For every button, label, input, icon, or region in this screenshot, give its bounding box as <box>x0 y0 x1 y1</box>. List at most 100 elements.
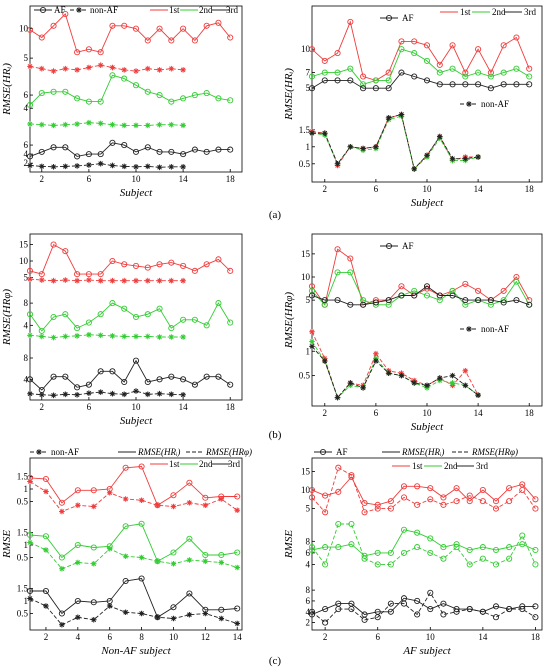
b-left-band1-series0-point-11 <box>156 305 163 312</box>
c-right-band2-series0-point-14 <box>492 603 500 610</box>
b-right-band1-series2-point-1 <box>321 358 328 364</box>
c-right-legend-1st-label: 1st <box>412 461 423 471</box>
b-right-band0-series1-point-12 <box>462 301 469 308</box>
a-right-band0-series2-point-2 <box>334 77 341 84</box>
a-left-band2-series1-point-13 <box>180 164 186 170</box>
caption-c: (c) <box>269 655 282 667</box>
b-left-band1-series1-point-8 <box>121 333 128 340</box>
c-right-band0-series0-line <box>311 476 536 506</box>
b-right-band0-series1-point-16 <box>513 278 520 285</box>
a-left-band2-series0-point-17 <box>227 146 234 153</box>
c-right-band2-series0-line <box>311 597 536 615</box>
b-left-band0-series1-point-8 <box>121 277 128 284</box>
a-right-band0-series2-point-4 <box>360 85 367 92</box>
a-right-band1-series2-point-13 <box>475 154 481 160</box>
a-right-band0-series2-point-6 <box>385 85 392 92</box>
b-right-xtick-label-3: 14 <box>474 408 484 418</box>
c-right-band0-series1-point-2 <box>335 464 342 471</box>
a-right-band0-series0-point-0 <box>308 46 316 53</box>
a-left-band1-series0-point-17 <box>227 97 234 104</box>
a-right-band0-series1-point-8 <box>411 50 418 57</box>
a-right-legend-af-marker <box>385 14 393 22</box>
a-left-band0-series0-point-2 <box>50 22 57 29</box>
c-left-band0-series1-point-2 <box>59 508 65 515</box>
a-left-band1-series1-point-8 <box>121 122 128 129</box>
a-left-band0-series1-point-10 <box>144 65 151 72</box>
c-left-xtick-label-3: 8 <box>139 632 144 642</box>
a-right-band0-series0-point-7 <box>398 38 405 45</box>
a-left-band2-series0-point-3 <box>62 144 69 151</box>
a-left-legend-nonaf-marker <box>76 7 82 13</box>
a-left-band2-series1-point-5 <box>86 162 92 168</box>
c-left-band0-series0-point-6 <box>122 464 129 471</box>
a-right-band1-series2-point-6 <box>385 115 392 121</box>
a-left-band2-series0-point-1 <box>38 148 45 155</box>
a-right-band0-ytick-label-2: 5 <box>306 83 311 93</box>
a-left-band1-series0-point-4 <box>74 95 81 102</box>
a-left-band0-series1-point-4 <box>74 67 80 73</box>
c-right-legend-2nd-label: 2nd <box>444 461 458 471</box>
a-left-band1-series0-point-8 <box>121 75 128 82</box>
a-left-band2-series0-point-2 <box>50 144 57 151</box>
b-right-band0-series2-point-0 <box>308 292 316 299</box>
b-right-band1-series1-point-11 <box>449 380 456 386</box>
a-left-xtick-label-4: 18 <box>226 174 236 184</box>
b-right-band0-series0-point-13 <box>475 287 482 294</box>
b-right-band0-series0-point-16 <box>513 273 520 281</box>
c-left-legend-1st-label: 1st <box>169 459 180 469</box>
b-right-band0-series1-point-4 <box>360 297 367 304</box>
c-left-xtick-label-2: 6 <box>107 632 112 642</box>
b-right-band0-series1-point-6 <box>385 301 392 308</box>
a-left-band2-series0-point-12 <box>168 148 175 155</box>
b-left-band2-series0-point-2 <box>50 373 57 380</box>
c-left-band1-series0-point-11 <box>202 551 209 559</box>
a-right-band0-series0-point-13 <box>475 46 482 53</box>
a-right-band1-series2-point-2 <box>334 161 341 167</box>
c-right-band0-series0-point-4 <box>361 499 368 507</box>
b-left-band0-series0-point-3 <box>62 248 69 255</box>
b-left-band1-series0-line <box>29 302 231 332</box>
b-left-band1-series0-point-8 <box>121 305 128 312</box>
b-right-band1-series1-line <box>311 341 479 399</box>
b-left-xtick-label-1: 6 <box>87 402 92 412</box>
c-right-band0-series1-point-17 <box>532 505 539 512</box>
c-left-band2-series1-point-7 <box>138 610 145 617</box>
a-right-band0-series0-point-2 <box>334 50 341 57</box>
a-left-band2-series1-point-3 <box>62 163 69 170</box>
c-right-xtick-label-4: 18 <box>531 632 541 642</box>
a-left-band2-series1-point-4 <box>74 163 80 169</box>
b-right-band0-series1-point-0 <box>308 287 316 294</box>
c-left-band0-ytick-label-0: 1.5 <box>17 472 29 482</box>
a-right-band0-series1-point-0 <box>308 73 316 80</box>
b-right-band0-series2-point-11 <box>449 292 456 299</box>
b-right-band1-series2-point-5 <box>373 358 379 364</box>
c-left-band1-series1-line <box>29 542 238 570</box>
c-right-xtick-label-3: 14 <box>478 632 488 642</box>
a-left-band2-series1-point-10 <box>144 163 151 170</box>
a-left-band1-series1-point-2 <box>50 122 57 129</box>
a-left-band0-ytick-label-0: 10 <box>19 24 29 34</box>
b-right-band1-ytick-label-1: 0.5 <box>299 371 311 381</box>
c-right-band2-series1-point-17 <box>532 614 539 621</box>
b-left-band0-series1-point-5 <box>86 277 92 283</box>
b-right-ylabel: RMSE(HRφ) <box>283 292 295 350</box>
c-left-band0-series1-point-6 <box>122 496 129 502</box>
c-left-band2-series1-point-9 <box>170 615 177 622</box>
c-right-band1-series0-point-13 <box>479 544 486 551</box>
a-right-band0-series2-point-11 <box>449 81 456 88</box>
c-left-band1-series0-point-13 <box>234 549 241 556</box>
c-right-band1-series1-point-15 <box>506 555 513 562</box>
b-left-band0-series1-point-13 <box>180 277 186 284</box>
c-left-band0-series0-point-7 <box>138 463 145 470</box>
b-left-band2-series0-point-17 <box>227 381 234 388</box>
b-left-band0-series0-point-17 <box>227 267 234 274</box>
c-left-band2-series1-point-5 <box>106 603 113 609</box>
b-left-band0-series1-point-6 <box>97 277 104 284</box>
a-right-band0-series0-point-1 <box>321 57 328 64</box>
c-right-band1-series0-point-3 <box>348 541 355 548</box>
c-right-band1-series1-point-2 <box>335 520 342 528</box>
c-left-band1-series1-point-0 <box>27 539 33 546</box>
a-right-band0-series1-point-4 <box>360 81 367 88</box>
c-right-band0-series1-point-11 <box>453 498 460 505</box>
b-left-band2-series1-point-11 <box>156 390 163 397</box>
